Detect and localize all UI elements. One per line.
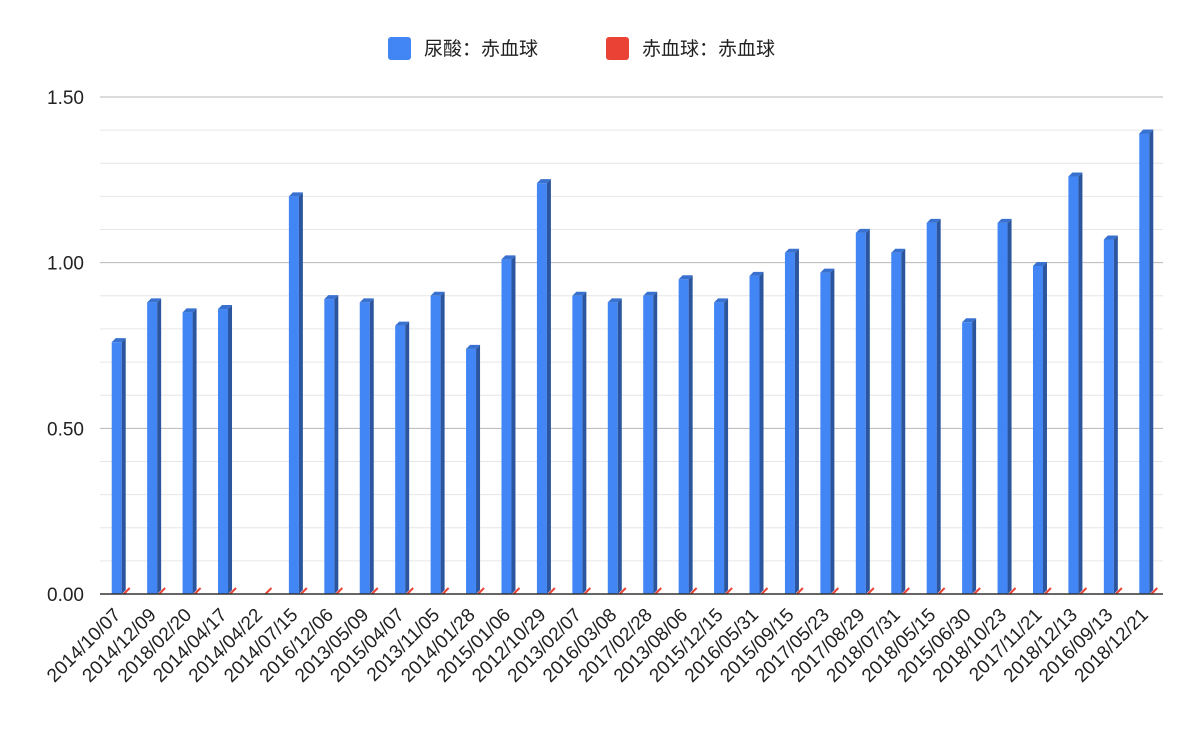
legend-label: 赤血球：赤血球 — [642, 38, 775, 60]
bar-rbc — [902, 587, 910, 595]
bar-rbc — [1079, 587, 1088, 595]
bar-urate — [607, 298, 622, 594]
bar-urate — [111, 338, 126, 594]
y-tick-label: 0.50 — [47, 419, 84, 440]
bar-urate — [1032, 261, 1047, 594]
bar-urate — [182, 308, 197, 594]
bar-urate — [147, 298, 162, 594]
legend-label: 尿酸：赤血球 — [424, 38, 538, 60]
bar-urate — [891, 248, 906, 594]
bar-rbc — [406, 587, 414, 595]
bar-urate — [678, 275, 693, 594]
gridlines — [100, 96, 1163, 562]
legend-swatch — [388, 37, 411, 60]
bar-urate — [855, 228, 870, 594]
legend-item: 赤血球：赤血球 — [606, 37, 775, 60]
legend-item: 尿酸：赤血球 — [388, 37, 538, 60]
bar-rbc — [548, 587, 556, 595]
bar-rbc — [937, 587, 946, 595]
bar-rbc — [264, 587, 273, 595]
bar-urate — [430, 291, 445, 594]
bar-rbc — [1115, 587, 1123, 595]
bar-urate — [466, 344, 481, 594]
bar-rbc — [1044, 587, 1052, 595]
bar-urate — [820, 268, 835, 594]
bar-urate — [714, 298, 729, 594]
bar-urate — [572, 291, 587, 594]
bar-rbc — [512, 587, 521, 595]
bar-rbc — [619, 587, 627, 595]
bar-rbc — [1008, 587, 1017, 595]
bar-urate — [997, 218, 1012, 594]
bar-rbc — [760, 587, 769, 595]
bar-rbc — [371, 587, 379, 595]
bar-rbc — [583, 587, 592, 595]
bar-urate — [784, 248, 799, 594]
bar-urate — [1139, 129, 1154, 595]
legend: 尿酸：赤血球 赤血球：赤血球 — [388, 37, 775, 60]
bar-rbc — [867, 587, 875, 595]
y-tick-label: 1.50 — [47, 88, 84, 109]
bar-rbc — [477, 587, 485, 595]
bar-urate — [501, 255, 516, 594]
bar-urate — [536, 179, 551, 594]
bar-urate — [1103, 235, 1118, 594]
y-tick-label: 0.00 — [47, 585, 84, 606]
y-axis-tick-labels: 0.00 0.50 1.00 1.50 — [47, 88, 84, 606]
bar-urate — [749, 271, 764, 594]
bar-rbc — [193, 587, 202, 595]
bar-urate — [395, 321, 410, 594]
bar-urate — [288, 192, 303, 594]
legend-swatch — [606, 37, 629, 60]
bar-rbc — [973, 587, 981, 595]
bar-urate — [218, 305, 233, 594]
bar-rbc — [1150, 587, 1158, 595]
bar-rbc — [831, 587, 840, 595]
bar-urate — [962, 318, 977, 594]
bar-rbc — [335, 587, 344, 595]
bar-rbc — [123, 587, 131, 595]
bar-rbc — [300, 587, 308, 595]
bar-urate — [926, 218, 941, 594]
bar-rbc — [441, 587, 450, 595]
y-tick-label: 1.00 — [47, 254, 84, 275]
bar-urate — [643, 291, 658, 594]
bar-rbc — [158, 587, 166, 595]
bar-rbc — [725, 587, 733, 595]
bar-rbc — [654, 587, 662, 595]
bar-urate — [324, 295, 339, 594]
bars — [111, 129, 1158, 595]
bar-rbc — [796, 587, 804, 595]
x-axis-tick-labels: 2014/10/072014/12/092018/02/202014/04/17… — [43, 605, 1153, 687]
bar-urate — [1068, 172, 1083, 594]
bar-rbc — [229, 587, 237, 595]
bar-rbc — [689, 587, 698, 595]
bar-urate — [359, 298, 374, 594]
